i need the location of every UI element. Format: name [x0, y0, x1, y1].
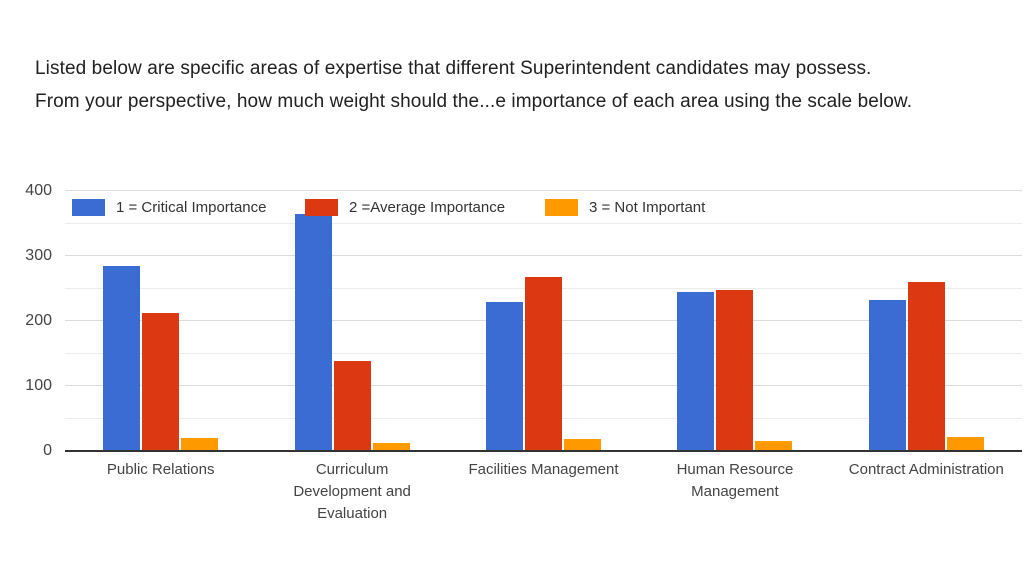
x-axis-label: Curriculum Development and Evaluation	[293, 461, 411, 522]
bar	[372, 442, 410, 451]
grouped-bar-chart: 0 100 200 300 400 1 = Critical Importance 2 =…	[0, 182, 1024, 531]
bar	[333, 361, 371, 451]
bar	[677, 291, 715, 451]
x-axis-line	[65, 450, 1022, 452]
y-axis-tick-label: 100	[25, 377, 52, 394]
legend-item: 2 =Average Importance	[305, 199, 505, 216]
page-title-line-2: From your perspective, how much weight s…	[35, 91, 913, 112]
major-gridline	[65, 255, 1022, 256]
bar-group	[448, 191, 639, 451]
bar	[564, 439, 602, 451]
bars-row	[65, 191, 1022, 451]
y-axis-tick-label: 400	[25, 182, 52, 199]
legend-swatch	[545, 199, 578, 216]
plot-area: 1 = Critical Importance 2 =Average Import…	[65, 190, 1022, 452]
bar	[142, 312, 180, 451]
legend-label: 3 = Not Important	[589, 199, 706, 216]
bar-group	[256, 191, 447, 451]
x-axis-label: Contract Administration	[848, 461, 1004, 478]
legend-label: 2 =Average Importance	[349, 199, 506, 216]
x-axis-labels: Public Relations Curriculum Development a…	[65, 459, 1022, 525]
bar	[103, 265, 141, 451]
legend-swatch	[305, 199, 338, 216]
y-axis: 0 100 200 300 400	[0, 182, 52, 459]
bar-group	[831, 191, 1022, 451]
chart-legend: 1 = Critical Importance 2 =Average Import…	[65, 191, 1022, 221]
page-title-line-1: Listed below are specific areas of exper…	[35, 58, 872, 79]
minor-gridline	[65, 222, 1022, 224]
x-axis-label: Facilities Management	[468, 461, 619, 478]
bar	[716, 290, 754, 451]
page-title: Listed below are specific areas of exper…	[35, 52, 1000, 118]
y-axis-tick-label: 300	[25, 247, 52, 264]
legend-item: 1 = Critical Importance	[72, 199, 266, 216]
y-axis-tick-label: 0	[43, 442, 52, 459]
bar	[525, 276, 563, 451]
major-gridline	[65, 190, 1022, 191]
x-axis-label: Human Resource Management	[676, 461, 794, 500]
bar	[755, 441, 793, 451]
legend-item: 3 = Not Important	[545, 199, 705, 216]
x-axis-label: Public Relations	[106, 461, 215, 478]
bar	[294, 213, 332, 451]
bar	[181, 438, 219, 451]
bar	[907, 282, 945, 451]
y-axis-tick-label: 200	[25, 312, 52, 329]
bar	[486, 301, 524, 451]
bar-group	[639, 191, 830, 451]
bar-group	[65, 191, 256, 451]
bar	[868, 300, 906, 451]
bar	[946, 436, 984, 451]
legend-label: 1 = Critical Importance	[116, 199, 267, 216]
legend-swatch	[72, 199, 105, 216]
